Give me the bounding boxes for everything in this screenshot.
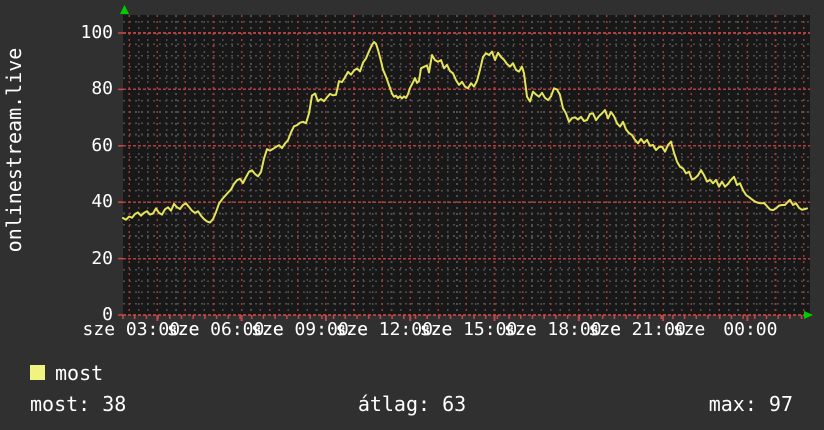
y-tick-label: 100 xyxy=(80,22,113,43)
x-tick-label: sze 09:00 xyxy=(251,319,349,340)
x-tick-label: sze xyxy=(672,319,706,340)
legend-label: most xyxy=(55,361,104,385)
x-tick-label: sze 18:00 xyxy=(504,319,602,340)
y-tick-label: 60 xyxy=(91,134,113,156)
x-axis-arrow-icon xyxy=(804,311,813,319)
stat-max: max: 97 xyxy=(708,392,793,416)
y-tick-label: 80 xyxy=(91,78,113,100)
stat-current: most: 38 xyxy=(30,392,127,416)
chart-canvas xyxy=(118,5,813,321)
x-tick-label: sze xyxy=(588,319,622,340)
y-tick-label: 0 xyxy=(102,304,113,325)
x-tick-label: sze xyxy=(167,319,200,340)
legend-swatch xyxy=(30,365,45,380)
x-tick-label: sze 21:00 xyxy=(588,319,686,340)
y-axis-arrow-icon xyxy=(120,5,129,14)
x-tick-label: 00:00 xyxy=(723,319,778,340)
x-tick-label: sze xyxy=(504,319,537,340)
x-tick-label: sze 03:00 xyxy=(82,319,181,340)
series-line-most xyxy=(122,41,808,224)
x-tick-label: sze xyxy=(335,319,369,340)
x-tick-label: sze 12:00 xyxy=(335,319,433,340)
x-tick-label: sze 15:00 xyxy=(419,319,518,340)
y-tick-label: 20 xyxy=(91,247,113,269)
stats-row: most: 38 átlag: 63 max: 97 xyxy=(0,393,824,415)
y-tick-label: 40 xyxy=(91,191,113,213)
stat-average: átlag: 63 xyxy=(357,392,467,416)
x-tick-label: sze xyxy=(419,319,453,340)
x-tick-label: sze 06:00 xyxy=(166,319,265,340)
x-tick-label: sze xyxy=(251,319,284,340)
